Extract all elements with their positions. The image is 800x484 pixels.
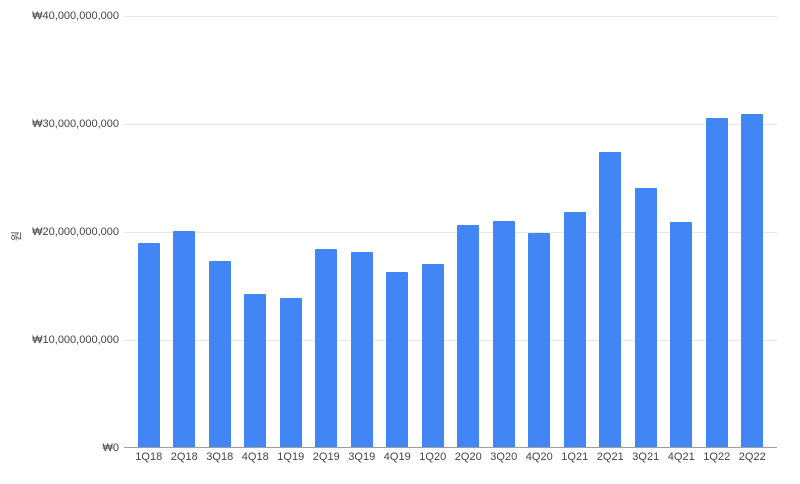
- x-tick-label: 3Q19: [348, 451, 376, 463]
- bar-1Q21[interactable]: [563, 212, 586, 447]
- bar-slot: [699, 16, 735, 447]
- bar-1Q22[interactable]: [705, 118, 728, 447]
- bar-4Q19[interactable]: [386, 272, 409, 447]
- y-tick-label: ₩10,000,000,000: [32, 334, 119, 346]
- bar-slot: [131, 16, 167, 447]
- bar-slot: [238, 16, 274, 447]
- x-tick-label: 1Q22: [703, 451, 731, 463]
- bar-2Q21[interactable]: [599, 152, 622, 447]
- x-tick-label: 2Q20: [454, 451, 482, 463]
- bar-1Q20[interactable]: [421, 264, 444, 447]
- bar-slot: [451, 16, 487, 447]
- bar-1Q18[interactable]: [137, 243, 160, 447]
- bar-3Q21[interactable]: [634, 188, 657, 447]
- bar-slot: [309, 16, 345, 447]
- bar-4Q18[interactable]: [244, 294, 267, 447]
- bar-slot: [664, 16, 700, 447]
- bar-4Q21[interactable]: [670, 222, 693, 447]
- gridline: [124, 124, 777, 125]
- bar-slot: [486, 16, 522, 447]
- gridline: [124, 340, 777, 341]
- x-tick-label: 1Q18: [135, 451, 163, 463]
- x-tick-label: 4Q18: [241, 451, 269, 463]
- x-tick-label: 2Q22: [738, 451, 766, 463]
- x-tick-label: 2Q19: [312, 451, 340, 463]
- bar-slot: [273, 16, 309, 447]
- bar-slot: [628, 16, 664, 447]
- y-tick-label: ₩0: [102, 442, 120, 454]
- y-tick-label: ₩20,000,000,000: [32, 226, 119, 238]
- bar-2Q22[interactable]: [741, 114, 764, 447]
- x-tick-label: 3Q20: [490, 451, 518, 463]
- plot-area: [124, 16, 777, 448]
- bar-3Q20[interactable]: [492, 221, 515, 447]
- bars-container: [131, 16, 770, 447]
- bar-slot: [557, 16, 593, 447]
- bar-2Q19[interactable]: [315, 249, 338, 447]
- bar-slot: [522, 16, 558, 447]
- x-tick-label: 4Q21: [667, 451, 695, 463]
- x-tick-label: 4Q19: [383, 451, 411, 463]
- bar-slot: [593, 16, 629, 447]
- bar-slot: [380, 16, 416, 447]
- x-tick-label: 3Q18: [206, 451, 234, 463]
- x-tick-label: 2Q18: [170, 451, 198, 463]
- bar-3Q19[interactable]: [350, 252, 373, 447]
- bar-2Q18[interactable]: [173, 231, 196, 447]
- y-axis-labels: ₩0 ₩10,000,000,000 ₩20,000,000,000 ₩30,000,…: [0, 0, 119, 484]
- x-tick-label: 3Q21: [632, 451, 660, 463]
- bar-slot: [167, 16, 203, 447]
- gridline: [124, 16, 777, 17]
- y-tick-label: ₩30,000,000,000: [32, 118, 119, 130]
- x-axis-labels: 1Q18 2Q18 3Q18 4Q18 1Q19 2Q19 3Q19 4Q19 1Q20 2Q20…: [131, 451, 770, 463]
- gridline: [124, 232, 777, 233]
- bar-4Q20[interactable]: [528, 233, 551, 447]
- bar-slot: [202, 16, 238, 447]
- bar-1Q19[interactable]: [279, 298, 302, 447]
- x-tick-label: 1Q20: [419, 451, 447, 463]
- x-tick-label: 1Q21: [561, 451, 589, 463]
- x-tick-label: 1Q19: [277, 451, 305, 463]
- y-tick-label: ₩40,000,000,000: [32, 10, 119, 22]
- x-axis-baseline: [124, 447, 777, 448]
- bar-slot: [735, 16, 771, 447]
- x-tick-label: 4Q20: [525, 451, 553, 463]
- x-tick-label: 2Q21: [596, 451, 624, 463]
- bar-slot: [344, 16, 380, 447]
- bar-2Q20[interactable]: [457, 225, 480, 447]
- bar-slot: [415, 16, 451, 447]
- bar-3Q18[interactable]: [208, 261, 231, 447]
